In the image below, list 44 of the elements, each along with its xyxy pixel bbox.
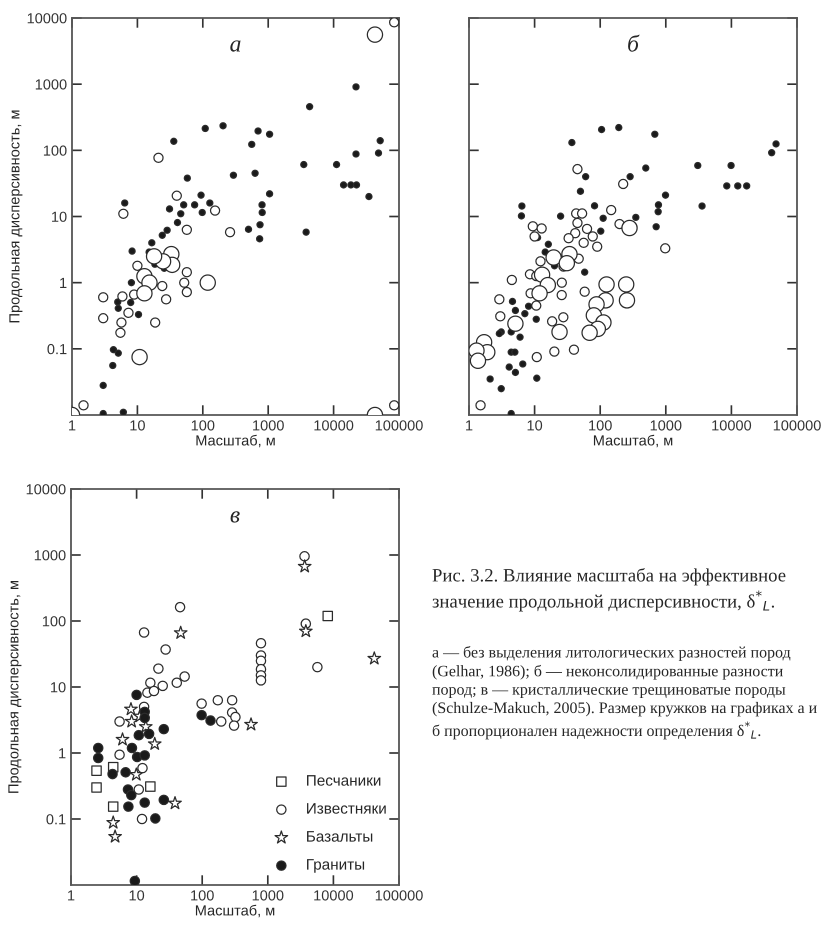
legend-label: Базальты bbox=[307, 831, 372, 842]
x-axis-title: Масштаб, м bbox=[196, 904, 274, 918]
x-axis-title: Масштаб, м bbox=[196, 434, 275, 448]
y-tick-label: 10 bbox=[51, 682, 66, 692]
y-tick-label: 1 bbox=[60, 278, 66, 288]
y-tick-label: 0.1 bbox=[46, 814, 66, 824]
annotation: б bbox=[628, 34, 640, 52]
x-tick-label: 10000 bbox=[712, 420, 752, 431]
x-tick-label: 1000 bbox=[650, 420, 682, 431]
x-tick-label: 1 bbox=[68, 890, 74, 900]
y-tick-label: 100 bbox=[44, 145, 67, 156]
x-tick-label: 100 bbox=[192, 420, 214, 431]
y-tick-label: 10000 bbox=[28, 13, 67, 24]
legend-label: Песчаники bbox=[307, 775, 380, 786]
x-tick-label: 100000 bbox=[774, 420, 821, 431]
x-tick-label: 1 bbox=[69, 420, 76, 430]
text: а — без выделения литологических разностей пород (Gelhar, 1986); б — неконсолидированные разности пород; в — кристаллические трещиноватые породы (Schulze-Makuch, 2005). Размер кружков на графиках а и б пропорционален надежности определения δ$^{*}$$_{L}$. bbox=[432, 646, 817, 740]
y-tick-label: 10000 bbox=[26, 484, 66, 494]
annotation: в bbox=[230, 511, 240, 523]
legend-label: Известняки bbox=[307, 803, 386, 814]
x-tick-label: 100 bbox=[191, 890, 214, 901]
x-tick-label: 1000 bbox=[253, 420, 284, 431]
y-tick-label: 100 bbox=[42, 616, 66, 626]
y-tick-label: 1000 bbox=[36, 79, 67, 90]
x-tick-label: 1 bbox=[466, 420, 472, 430]
x-tick-label: 100000 bbox=[376, 420, 423, 431]
y-axis-title: Продольная дисперсивность, м bbox=[8, 581, 22, 793]
x-axis-title: Масштаб, м bbox=[594, 434, 672, 448]
y-tick-label: 1000 bbox=[34, 550, 66, 560]
x-tick-label: 100 bbox=[589, 420, 612, 431]
y-axis-title: Продольная дисперсивность, м bbox=[9, 110, 22, 322]
text: Рис. 3.2. Влияние масштаба на эффективное значение продольной дисперсивности, δ$^{*}$$_{L}$. bbox=[432, 568, 786, 612]
x-tick-label: 10 bbox=[528, 420, 542, 431]
x-tick-label: 100000 bbox=[376, 890, 423, 901]
x-tick-label: 10 bbox=[130, 420, 145, 431]
x-tick-label: 1000 bbox=[252, 890, 284, 901]
legend-label: Граниты bbox=[307, 859, 364, 873]
x-tick-label: 10 bbox=[130, 890, 144, 901]
x-tick-label: 10000 bbox=[314, 890, 354, 901]
x-tick-label: 10000 bbox=[314, 420, 354, 431]
y-tick-label: 0.1 bbox=[47, 344, 66, 354]
y-tick-label: 10 bbox=[52, 212, 67, 222]
y-tick-label: 1 bbox=[59, 748, 66, 758]
annotation: а bbox=[230, 40, 241, 52]
